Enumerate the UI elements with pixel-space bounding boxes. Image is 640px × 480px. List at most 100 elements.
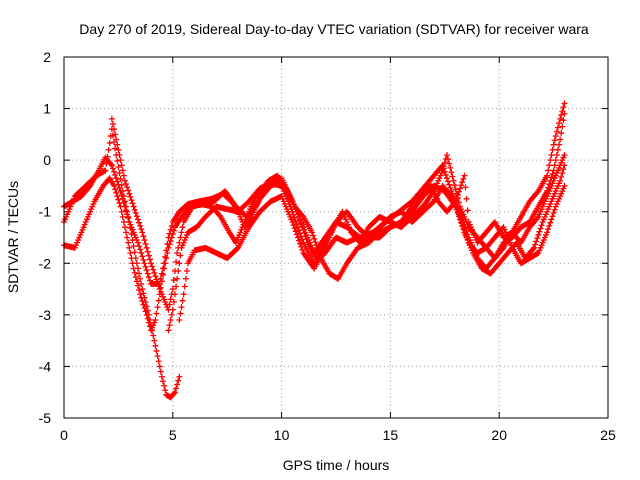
data-point [138, 226, 145, 233]
data-point [457, 185, 464, 192]
data-point [106, 139, 113, 146]
data-point [114, 158, 121, 165]
data-point [293, 231, 300, 238]
data-point [445, 156, 452, 163]
y-tick-label: -4 [39, 358, 52, 374]
data-point [556, 120, 563, 127]
data-point [461, 226, 468, 233]
data-point [299, 246, 306, 253]
data-point [167, 226, 174, 233]
data-point [170, 298, 177, 305]
data-point [311, 235, 318, 242]
data-point [153, 276, 160, 283]
data-point [142, 263, 149, 270]
data-point [312, 239, 319, 246]
series-6 [176, 151, 568, 324]
data-point [546, 162, 553, 169]
data-point [139, 253, 146, 260]
data-point [136, 243, 143, 250]
data-point [459, 220, 466, 227]
data-point [167, 237, 174, 244]
data-point [112, 171, 119, 178]
data-point [143, 244, 150, 251]
data-point [169, 306, 176, 313]
data-point [440, 163, 447, 170]
data-point [119, 167, 126, 174]
data-point [545, 226, 552, 233]
data-point [111, 126, 118, 133]
data-point [118, 162, 125, 169]
data-point [125, 187, 132, 194]
data-point [149, 263, 156, 270]
data-point [455, 188, 462, 195]
x-tick-label: 5 [169, 427, 177, 443]
data-point [173, 283, 180, 290]
data-point [292, 217, 299, 224]
data-point [180, 291, 187, 298]
data-point [129, 237, 136, 244]
data-point [178, 229, 185, 236]
data-point [120, 219, 127, 226]
data-point [143, 303, 150, 310]
data-point [445, 178, 452, 185]
data-point [154, 353, 161, 360]
y-tick-label: -2 [39, 255, 52, 271]
data-point [452, 186, 459, 193]
data-point [453, 195, 460, 202]
data-point [446, 181, 453, 188]
data-point [547, 219, 554, 226]
data-point [140, 290, 147, 297]
data-point [124, 208, 131, 215]
data-point [140, 256, 147, 263]
data-point [447, 191, 454, 198]
data-point [534, 189, 541, 196]
data-point [297, 240, 304, 247]
data-point [313, 242, 320, 249]
data-point [126, 190, 133, 197]
data-point [134, 216, 141, 223]
data-point [117, 203, 124, 210]
data-point [176, 260, 183, 267]
data-point [144, 307, 151, 314]
data-point [458, 182, 465, 189]
data-point [116, 170, 123, 177]
data-point [174, 275, 181, 282]
data-point [297, 217, 304, 224]
data-point [559, 108, 566, 115]
y-tick-label: -1 [39, 204, 52, 220]
data-point [462, 229, 469, 236]
data-point [115, 196, 122, 203]
data-point [127, 225, 134, 232]
data-point [561, 100, 568, 107]
data-point [309, 229, 316, 236]
data-point [464, 207, 471, 214]
data-point [559, 170, 566, 177]
data-point [109, 165, 116, 172]
data-point [123, 203, 130, 210]
data-point [137, 291, 144, 298]
data-point [128, 231, 135, 238]
data-point [294, 224, 301, 231]
data-point [289, 219, 296, 226]
data-point [463, 233, 470, 240]
data-point [113, 136, 120, 143]
data-point [161, 382, 168, 389]
y-axis-label: SDTVAR / TECUs [5, 181, 21, 293]
data-point [118, 208, 125, 215]
data-point [114, 178, 121, 185]
data-point [148, 322, 155, 329]
data-point [298, 233, 305, 240]
data-point [133, 213, 140, 220]
data-point [178, 304, 185, 311]
data-point [557, 115, 564, 122]
data-point [557, 136, 564, 143]
data-point [151, 269, 158, 276]
data-point [112, 131, 119, 138]
data-point [551, 137, 558, 144]
data-point [145, 252, 152, 259]
data-point [121, 224, 128, 231]
data-point [123, 229, 130, 236]
data-point [154, 279, 161, 286]
data-point [137, 275, 144, 282]
data-point [148, 260, 155, 267]
